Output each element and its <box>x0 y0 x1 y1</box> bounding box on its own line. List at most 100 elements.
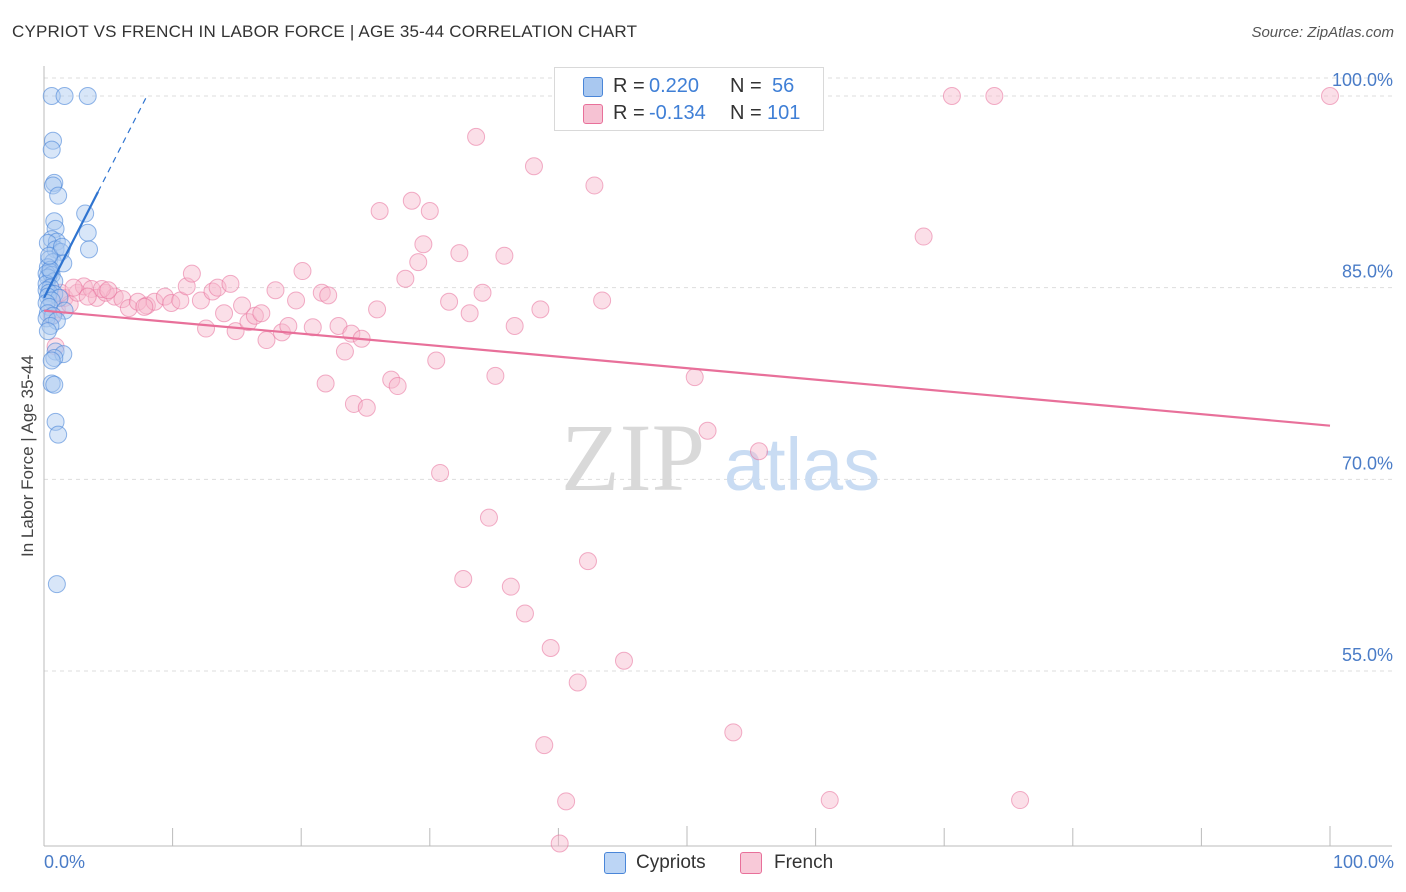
x-tick-max: 100.0% <box>1332 852 1394 872</box>
french-point <box>501 577 520 596</box>
cypriots-point <box>42 87 61 105</box>
french-point <box>396 269 415 288</box>
french-point <box>1321 87 1339 105</box>
french-point <box>46 337 65 356</box>
french-point <box>382 370 401 389</box>
french-point <box>257 331 276 350</box>
french-point <box>119 299 138 318</box>
trend-lines <box>43 95 1331 427</box>
watermark: ZIP atlas <box>561 404 880 511</box>
french-legend-swatch <box>740 852 762 874</box>
french-point <box>316 374 335 393</box>
cypriots-point <box>42 140 61 159</box>
cypriots-point <box>80 240 99 259</box>
french-point <box>724 723 743 742</box>
french-point <box>942 87 961 105</box>
cypriots-legend-label: Cypriots <box>636 852 706 873</box>
watermark-zip: ZIP <box>561 404 705 511</box>
cypriots-point <box>45 375 64 394</box>
french-point <box>335 342 354 361</box>
watermark-atlas: atlas <box>724 423 880 506</box>
french-point <box>524 157 543 176</box>
french-point <box>414 235 433 254</box>
r-label: R = <box>613 75 645 97</box>
french-point <box>368 300 387 319</box>
french-point <box>239 313 258 332</box>
cypriots-point <box>38 322 57 341</box>
cypriots-point <box>40 246 59 265</box>
french-point <box>357 398 376 417</box>
french-point <box>440 292 459 311</box>
cypriots-trend-extension <box>97 95 148 193</box>
french-point <box>431 463 450 482</box>
n-label: N = <box>730 102 762 124</box>
french-point <box>252 304 271 323</box>
french-point <box>550 834 569 853</box>
french-point <box>409 253 428 272</box>
french-point <box>568 673 587 692</box>
legend-row-french: R = -0.134 N = 101 <box>555 100 823 128</box>
cypriots-point <box>55 87 74 105</box>
french-point <box>914 227 933 246</box>
french-point <box>388 377 407 396</box>
french-point <box>287 291 306 310</box>
french-point <box>460 304 479 323</box>
french-point <box>233 296 252 315</box>
french-point <box>293 262 312 281</box>
french-point <box>113 290 132 309</box>
french-point <box>479 508 498 527</box>
french-point <box>197 319 216 338</box>
n-value-cypriots: 56 <box>772 75 795 97</box>
french-point <box>64 278 83 297</box>
french-point <box>450 244 469 263</box>
french-point <box>370 202 389 220</box>
correlation-legend: R = 0.220 N = 56 R = -0.134 N = 101 <box>554 67 824 131</box>
n-label: N = <box>730 75 762 97</box>
french-point <box>505 317 524 335</box>
french-point <box>541 639 560 657</box>
cypriots-point <box>47 575 66 594</box>
french-point <box>402 191 421 210</box>
cypriots-point <box>44 176 63 195</box>
y-axis-label: In Labor Force | Age 35-44 <box>18 355 37 557</box>
french-point <box>495 246 514 265</box>
french-point <box>531 300 550 319</box>
grid-lines <box>44 77 1392 672</box>
french-point <box>750 442 769 461</box>
french-point <box>593 291 612 310</box>
french-point <box>467 127 486 146</box>
r-value-french: -0.134 <box>649 102 706 124</box>
french-point <box>266 281 285 300</box>
axes <box>43 66 1392 847</box>
french-point <box>155 287 174 306</box>
cypriots-points <box>37 87 99 594</box>
cypriots-point <box>54 345 73 364</box>
french-point <box>535 736 554 755</box>
cypriots-point <box>46 219 65 238</box>
french-point <box>820 791 839 810</box>
french-point <box>135 297 154 316</box>
r-label: R = <box>613 102 645 124</box>
cypriots-swatch <box>583 77 603 97</box>
y-tick-label: 100.0% <box>1332 70 1393 90</box>
french-point <box>578 552 597 571</box>
cypriots-point <box>49 186 68 205</box>
y-tick-label: 85.0% <box>1342 262 1393 282</box>
french-point <box>221 274 240 293</box>
y-tick-label: 70.0% <box>1342 453 1393 473</box>
french-point <box>557 792 576 811</box>
french-legend-label: French <box>774 852 834 873</box>
french-point <box>420 202 439 220</box>
y-tick-labels: 55.0% 70.0% 85.0% 100.0% <box>1332 70 1393 665</box>
source-label: Source: ZipAtlas.com <box>1251 24 1394 41</box>
french-point <box>92 279 111 298</box>
legend-row-cypriots: R = 0.220 N = 56 <box>555 73 823 101</box>
french-point <box>427 351 446 370</box>
r-value-cypriots: 0.220 <box>649 75 700 97</box>
french-point <box>698 421 717 440</box>
cypriots-point <box>47 232 66 251</box>
french-point <box>78 287 97 306</box>
cypriots-point <box>78 87 97 105</box>
french-trend-line <box>43 309 1331 427</box>
